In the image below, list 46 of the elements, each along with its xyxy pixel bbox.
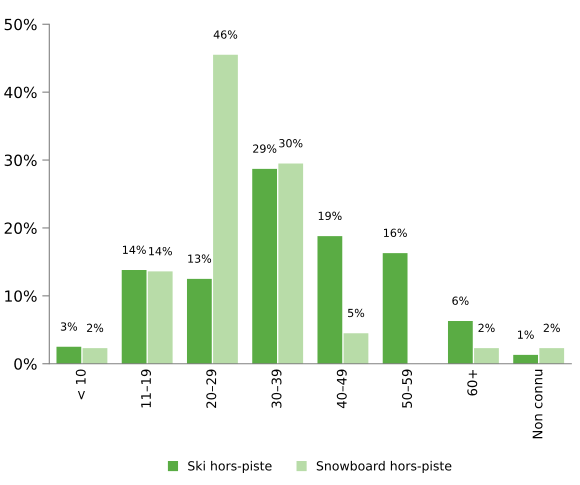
bar (474, 348, 499, 364)
y-tick-label: 20% (4, 222, 37, 234)
data-label: 30% (279, 139, 302, 148)
x-tick-label: 11–19 (141, 370, 152, 408)
x-tick-label: Non connu (532, 370, 543, 438)
bar (344, 333, 368, 364)
bar (56, 346, 82, 364)
legend-label: Ski hors-piste (188, 460, 272, 474)
bar (148, 271, 173, 364)
bar (382, 253, 408, 364)
data-label: 29% (253, 144, 276, 153)
bar (213, 54, 238, 364)
x-tick-label: 40–49 (336, 370, 347, 408)
data-label: 46% (214, 30, 238, 39)
bar (513, 354, 538, 364)
y-tick-label: 50% (4, 18, 37, 30)
legend-label: Snowboard hors-piste (316, 460, 452, 474)
x-tick-label: 60+ (467, 370, 478, 396)
x-tick-label: 50–59 (402, 370, 412, 408)
x-tick-label: < 10 (76, 369, 86, 400)
bar (186, 278, 212, 364)
data-label: 16% (384, 228, 407, 238)
data-label: 3% (60, 322, 78, 331)
y-tick-label: 0% (14, 358, 37, 370)
data-label: 19% (318, 212, 342, 220)
data-label: 2% (86, 324, 104, 332)
data-label: 6% (452, 296, 469, 305)
y-tick-label: 40% (4, 86, 37, 98)
bar (448, 320, 473, 364)
data-label: 14% (149, 246, 172, 256)
data-label: 14% (122, 246, 146, 254)
data-label: 5% (348, 308, 364, 318)
bar (539, 348, 564, 364)
data-label: 1% (518, 330, 534, 339)
bar (252, 168, 278, 364)
bar (278, 163, 304, 364)
bar (82, 348, 108, 364)
data-label: 2% (478, 324, 495, 332)
x-tick-label: 30–39 (272, 370, 282, 408)
data-label: 2% (544, 324, 560, 332)
bar (122, 270, 147, 364)
data-label: 13% (188, 254, 212, 263)
bar (317, 236, 342, 364)
y-tick-label: 30% (4, 154, 37, 166)
x-tick-label: 20–29 (206, 370, 216, 408)
y-tick-label: 10% (5, 290, 37, 302)
